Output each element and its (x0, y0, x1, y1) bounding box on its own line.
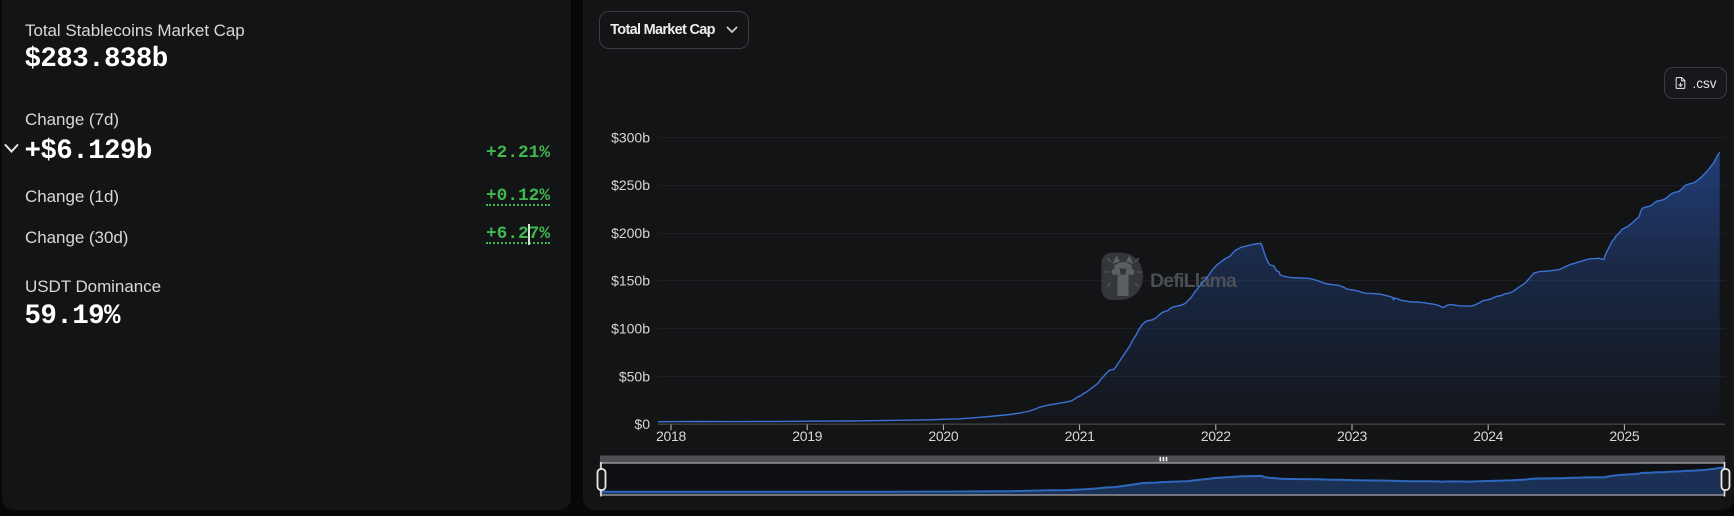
svg-text:2018: 2018 (656, 428, 686, 444)
svg-text:2024: 2024 (1473, 428, 1503, 444)
svg-text:2019: 2019 (792, 428, 822, 444)
svg-text:2020: 2020 (928, 428, 958, 444)
svg-text:$100b: $100b (611, 321, 650, 337)
svg-text:2022: 2022 (1201, 428, 1231, 444)
svg-text:$250b: $250b (611, 177, 650, 193)
svg-text:$0: $0 (634, 416, 650, 432)
svg-text:$300b: $300b (611, 129, 650, 145)
svg-text:2023: 2023 (1337, 428, 1367, 444)
svg-text:DefiLlama: DefiLlama (1150, 270, 1237, 292)
svg-text:2021: 2021 (1065, 428, 1095, 444)
svg-text:$150b: $150b (611, 273, 650, 289)
svg-text:$200b: $200b (611, 225, 650, 241)
svg-text:2025: 2025 (1609, 428, 1639, 444)
svg-text:$50b: $50b (619, 368, 650, 384)
